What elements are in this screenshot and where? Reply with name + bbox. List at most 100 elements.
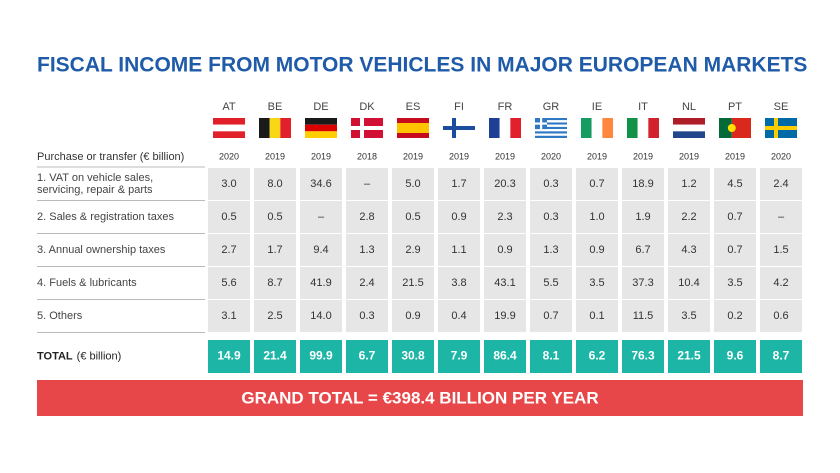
cell: [576, 201, 618, 233]
country-code: FI: [454, 101, 464, 113]
cell-value: 4.2: [773, 277, 788, 289]
cell: [484, 234, 526, 266]
cell: [760, 234, 802, 266]
cell-value: 3.5: [589, 277, 604, 289]
flag-part: [397, 118, 429, 123]
cell: [530, 300, 572, 332]
cell: [300, 234, 342, 266]
total-cell: [668, 340, 710, 373]
cell-value: 2.2: [681, 211, 696, 223]
flag-part: [535, 131, 567, 134]
cell-value: 1.7: [451, 178, 466, 190]
flag-part: [489, 118, 500, 138]
cell: [254, 267, 296, 299]
total-cell: [576, 340, 618, 373]
cell: [392, 168, 434, 200]
year: 2020: [541, 151, 561, 161]
cell-value: 3.5: [727, 277, 742, 289]
total-cell: [484, 340, 526, 373]
flag-part: [213, 131, 245, 138]
year: 2019: [449, 151, 469, 161]
year: 2019: [495, 151, 515, 161]
flag-part: [673, 131, 705, 138]
country-code: IT: [638, 101, 648, 113]
cell-value: 2.4: [359, 277, 374, 289]
cell: [438, 201, 480, 233]
cell-value: 8.7: [267, 277, 282, 289]
cell-value: 0.1: [589, 310, 604, 322]
flag-part: [627, 118, 638, 138]
cell-value: 8.0: [267, 178, 282, 190]
cell-value: 1.7: [267, 244, 282, 256]
total-value: 7.9: [451, 349, 468, 363]
cell-value: 2.3: [497, 211, 512, 223]
flag-part: [591, 118, 603, 138]
country-code: DE: [313, 101, 328, 113]
total-value: 21.5: [677, 349, 701, 363]
total-cell: [438, 340, 480, 373]
country-code: PT: [728, 101, 742, 113]
cell: [438, 300, 480, 332]
cell: [714, 234, 756, 266]
cell: [714, 300, 756, 332]
cell-value: 0.5: [221, 211, 236, 223]
cell: [208, 234, 250, 266]
flag-part: [305, 118, 337, 125]
year: 2018: [357, 151, 377, 161]
flag-part: [510, 118, 521, 138]
flag-part: [673, 124, 705, 132]
row-label: servicing, repair & parts: [37, 184, 153, 196]
total-value: 9.6: [727, 349, 744, 363]
cell-value: 10.4: [678, 277, 699, 289]
total-cell: [392, 340, 434, 373]
row-label: 5. Others: [37, 310, 83, 322]
cell: [484, 267, 526, 299]
cell-value: 0.3: [543, 178, 558, 190]
cell-value: 18.9: [632, 178, 653, 190]
cell: [300, 267, 342, 299]
flag-part: [269, 118, 281, 138]
cell: [346, 168, 388, 200]
cell: [346, 201, 388, 233]
flag-part: [305, 124, 337, 132]
cell: [392, 234, 434, 266]
cell: [484, 168, 526, 200]
cell: [346, 234, 388, 266]
flag-part: [731, 118, 751, 138]
cell-value: 2.8: [359, 211, 374, 223]
year: 2019: [403, 151, 423, 161]
country-code: AT: [222, 101, 236, 113]
flag-part: [648, 118, 659, 138]
total-value: 8.7: [773, 349, 790, 363]
cell: [714, 168, 756, 200]
cell-value: 3.0: [221, 178, 236, 190]
country-code: DK: [359, 101, 375, 113]
flag: [397, 118, 429, 138]
cell-value: 37.3: [632, 277, 653, 289]
flag-part: [535, 122, 567, 125]
cell: [576, 267, 618, 299]
flag-part: [535, 126, 567, 130]
flag-part: [581, 118, 592, 138]
flag-part: [305, 131, 337, 138]
total-value: 6.2: [589, 349, 606, 363]
flag: [305, 118, 337, 138]
flag: [719, 118, 751, 138]
cell: [530, 267, 572, 299]
cell: [438, 267, 480, 299]
row-label: 2. Sales & registration taxes: [37, 211, 174, 223]
country-code: SE: [774, 101, 789, 113]
flag-part: [535, 118, 567, 121]
cell: [254, 234, 296, 266]
cell-value: 4.3: [681, 244, 696, 256]
cell-value: 41.9: [310, 277, 331, 289]
cell-value: 1.3: [359, 244, 374, 256]
grand-total: GRAND TOTAL = €398.4 BILLION PER YEAR: [241, 388, 598, 407]
cell: [576, 168, 618, 200]
cell-value: 2.9: [405, 244, 420, 256]
cell: [576, 300, 618, 332]
cell-value: 2.5: [267, 310, 282, 322]
cell-value: 0.7: [543, 310, 558, 322]
flag: [581, 118, 613, 138]
cell: [392, 267, 434, 299]
